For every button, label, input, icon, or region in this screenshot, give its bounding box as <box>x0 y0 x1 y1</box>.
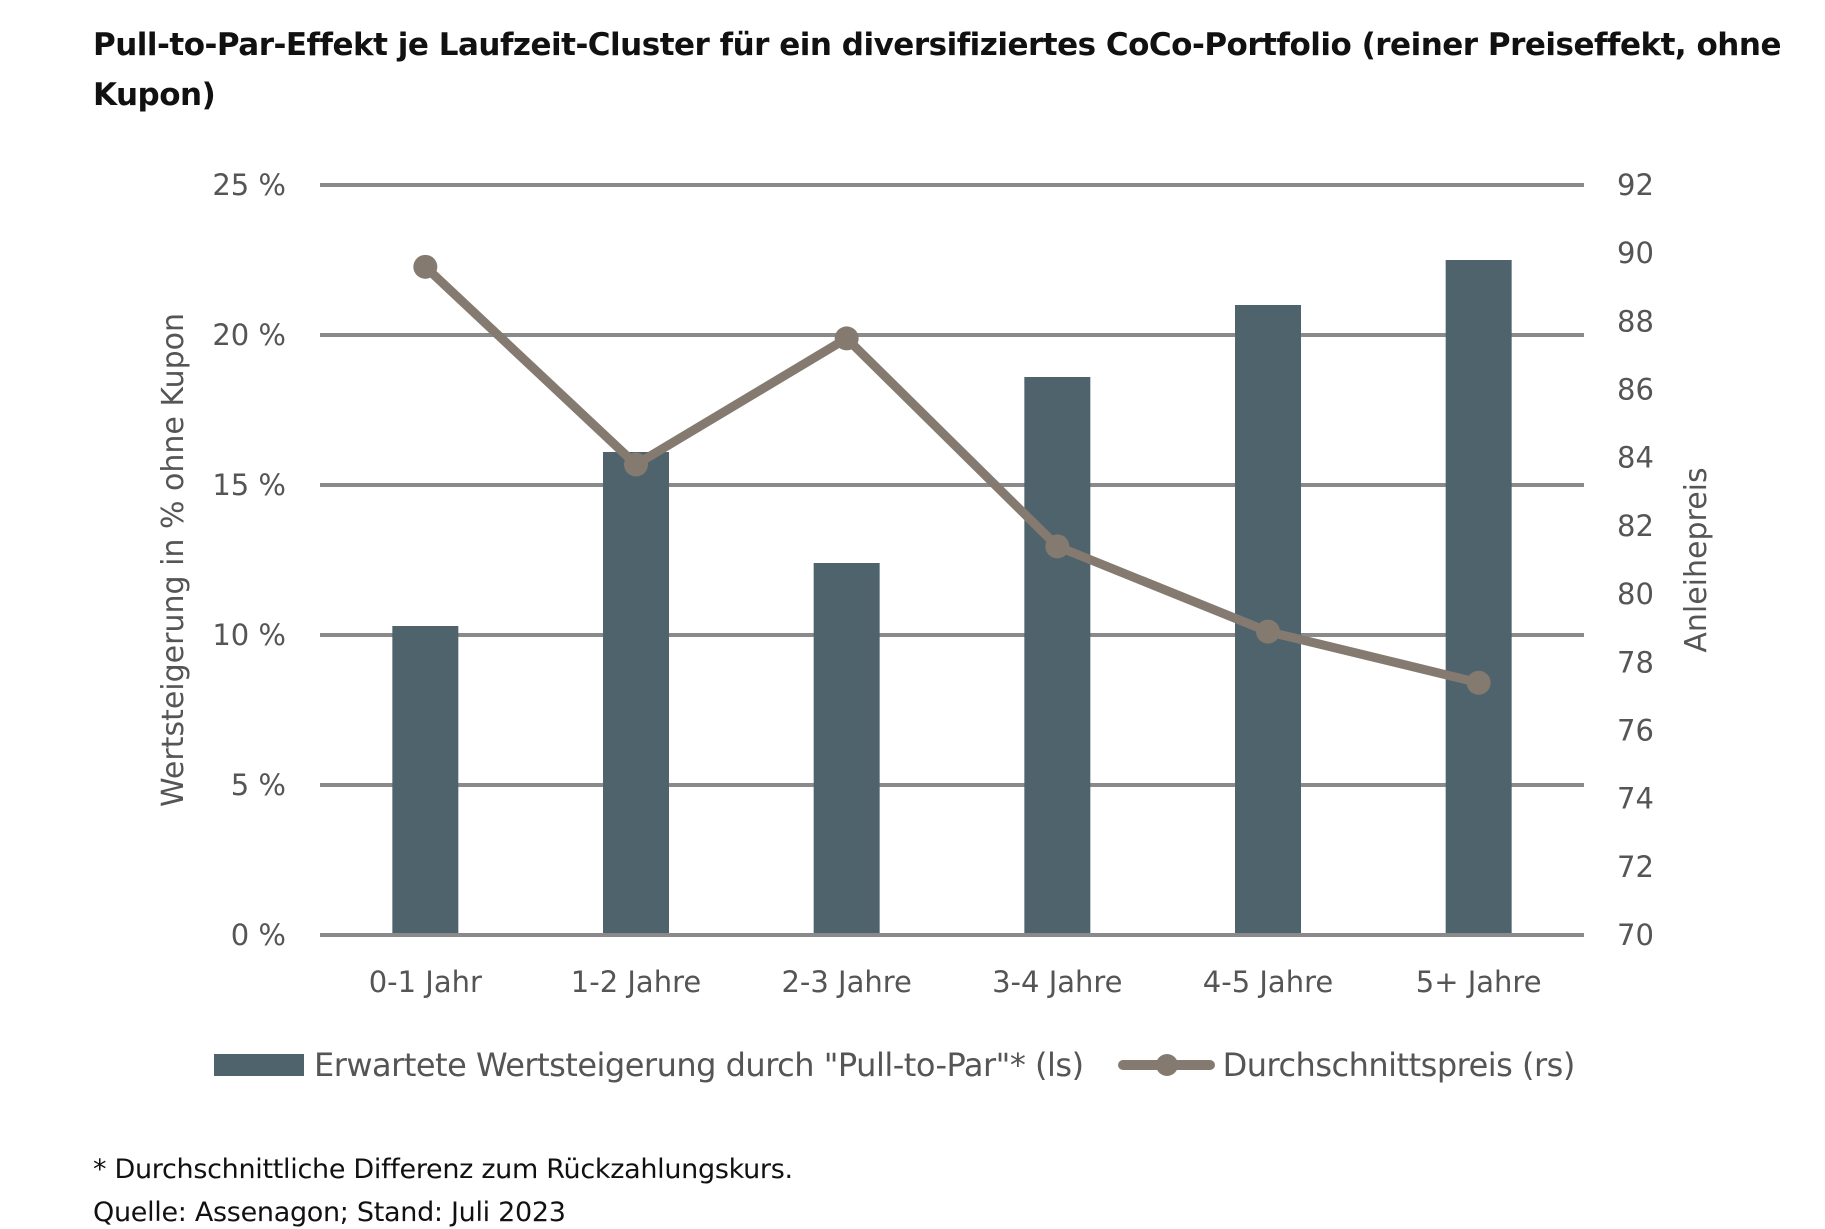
y-tick-label-right: 70 <box>1617 918 1654 952</box>
x-tick-label: 3-4 Jahre <box>992 965 1122 999</box>
y-tick-label-left: 10 % <box>212 618 286 652</box>
footnote: * Durchschnittliche Differenz zum Rückza… <box>93 1154 793 1185</box>
y-axis-title-right: Anleihepreis <box>1679 467 1714 652</box>
y-tick-label-left: 20 % <box>212 318 286 352</box>
bar <box>392 626 459 935</box>
y-tick-label-right: 86 <box>1617 373 1654 407</box>
y-tick-label-right: 90 <box>1617 236 1654 270</box>
price-point <box>834 326 859 351</box>
y-axis-title-left: Wertsteigerung in % ohne Kupon <box>156 313 191 807</box>
y-tick-label-right: 74 <box>1617 782 1654 816</box>
legend-line-swatch <box>1117 1054 1215 1076</box>
chart-title: Pull-to-Par-Effekt je Laufzeit-Cluster f… <box>93 27 1781 113</box>
x-tick-label: 5+ Jahre <box>1416 965 1542 999</box>
bar <box>603 452 669 935</box>
y-tick-label-right: 76 <box>1617 713 1654 747</box>
y-tick-label-left: 15 % <box>212 468 286 502</box>
price-point <box>1045 534 1070 559</box>
y-tick-label-right: 92 <box>1617 168 1654 202</box>
source-note: Quelle: Assenagon; Stand: Juli 2023 <box>93 1197 566 1228</box>
bar <box>1024 377 1091 935</box>
y-tick-label-right: 84 <box>1617 441 1654 475</box>
legend-bar-swatch <box>214 1054 304 1076</box>
price-point <box>1466 670 1491 695</box>
x-tick-label: 1-2 Jahre <box>571 965 701 999</box>
y-tick-label-right: 78 <box>1617 645 1654 679</box>
bar <box>813 563 880 935</box>
y-tick-label-right: 82 <box>1617 509 1654 543</box>
y-tick-label-right: 80 <box>1617 577 1654 611</box>
legend-label-line: Durchschnittspreis (rs) <box>1222 1046 1576 1084</box>
bar <box>1445 260 1512 935</box>
y-tick-label-left: 0 % <box>231 918 286 952</box>
y-tick-label-left: 25 % <box>212 168 286 202</box>
y-tick-label-right: 72 <box>1617 850 1654 884</box>
legend: Erwartete Wertsteigerung durch "Pull-to-… <box>214 1046 1575 1084</box>
y-tick-label-right: 88 <box>1617 304 1654 338</box>
price-point <box>413 254 438 279</box>
x-tick-label: 4-5 Jahre <box>1203 965 1333 999</box>
price-point <box>624 452 648 477</box>
price-line <box>422 263 1480 688</box>
y-tick-label-left: 5 % <box>231 768 286 802</box>
legend-label-bars: Erwartete Wertsteigerung durch "Pull-to-… <box>314 1046 1084 1084</box>
x-tick-label: 2-3 Jahre <box>781 965 911 999</box>
x-tick-label: 0-1 Jahr <box>369 965 482 999</box>
price-point <box>1256 619 1280 644</box>
